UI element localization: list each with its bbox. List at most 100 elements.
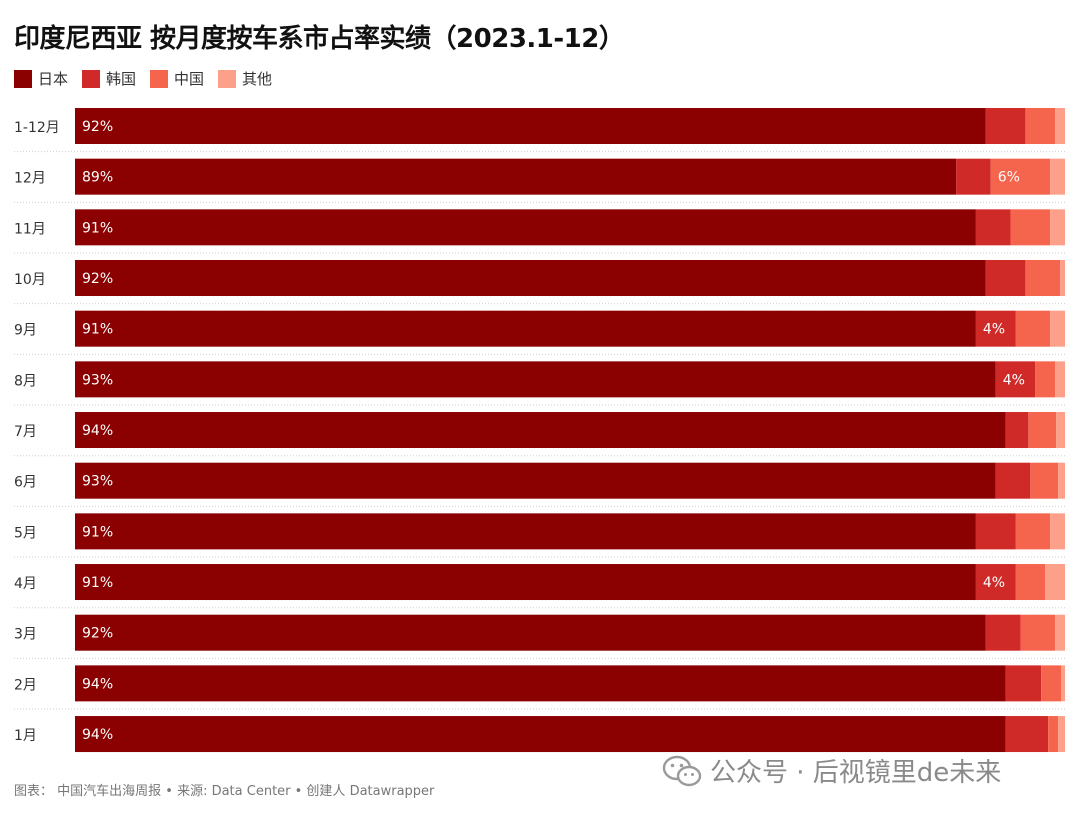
legend-swatch-japan: [14, 69, 32, 88]
bar-segment-korea: [975, 310, 1016, 347]
bar-segment-china: [1028, 412, 1057, 449]
legend-label-other: 其他: [242, 70, 273, 88]
category-label: 7月: [14, 424, 37, 440]
data-label: 91%: [82, 524, 113, 540]
bar-segment-japan: [75, 513, 976, 550]
bar-segment-other: [1055, 361, 1065, 398]
data-label: 94%: [82, 423, 113, 439]
legend-label-china: 中国: [174, 70, 205, 88]
data-label: 94%: [82, 727, 113, 743]
category-label: 12月: [14, 171, 46, 187]
data-label: 6%: [998, 170, 1020, 186]
legend-label-korea: 韩国: [106, 70, 137, 88]
data-label: 92%: [82, 119, 113, 135]
bar-segment-china: [1015, 513, 1051, 550]
category-label: 3月: [14, 627, 37, 643]
bar-segment-korea: [1005, 716, 1049, 753]
chart-title: 印度尼西亚 按月度按车系市占率实绩（2023.1-12）: [14, 24, 625, 54]
bar-segment-japan: [75, 260, 986, 297]
bar-segment-china: [1048, 716, 1059, 753]
bar-segment-other: [1060, 260, 1065, 297]
data-label: 91%: [82, 322, 113, 338]
bar-segment-japan: [75, 564, 976, 601]
bar-segment-other: [1055, 614, 1065, 651]
data-label: 91%: [82, 575, 113, 591]
bar-segment-other: [1058, 716, 1065, 753]
data-label: 93%: [82, 474, 113, 490]
category-label: 10月: [14, 272, 46, 288]
bar-segment-other: [1055, 108, 1065, 144]
bar-segment-china: [1015, 564, 1046, 601]
bar-segment-japan: [75, 614, 986, 651]
bar-segment-other: [1050, 513, 1065, 550]
bar-segment-korea: [975, 513, 1016, 550]
bar-segment-korea: [985, 614, 1021, 651]
legend-item-korea: 韩国: [82, 68, 136, 89]
chart-footer: 图表： 中国汽车出海周报 • 来源: Data Center • 创建人 Dat…: [14, 784, 435, 799]
bar-segment-japan: [75, 462, 996, 499]
legend-swatch-korea: [82, 69, 101, 88]
category-label: 1-12月: [14, 120, 60, 136]
data-label: 89%: [82, 170, 113, 186]
data-label: 4%: [1003, 372, 1025, 388]
bar-segment-korea: [975, 564, 1016, 601]
category-label: 1月: [14, 728, 37, 744]
bar-segment-korea: [975, 209, 1011, 246]
watermark: 公众号 · 后视镜里de未来: [662, 752, 1001, 789]
bar-segment-japan: [75, 158, 957, 195]
bar-segment-china: [1010, 209, 1051, 246]
bar-segment-china: [1020, 614, 1056, 651]
legend-swatch-other: [218, 69, 237, 88]
legend-item-japan: 日本: [14, 68, 68, 89]
category-label: 8月: [14, 373, 37, 389]
category-label: 4月: [14, 576, 37, 592]
bar-segment-other: [1050, 310, 1065, 347]
bar-segment-china: [990, 158, 1051, 195]
data-label: 94%: [82, 676, 113, 692]
bar-segment-korea: [956, 158, 991, 195]
bar-segment-japan: [75, 209, 976, 246]
chart-legend: 日本 韩国 中国 其他: [14, 68, 286, 89]
bar-segment-korea: [985, 108, 1026, 144]
bar-segment-china: [1035, 361, 1056, 398]
wechat-icon: [662, 755, 702, 786]
data-label: 91%: [82, 220, 113, 236]
category-label: 6月: [14, 475, 37, 491]
bar-segment-japan: [75, 665, 1006, 702]
bar-segment-china: [1025, 260, 1061, 297]
bar-segment-china: [1041, 665, 1062, 702]
data-label: 92%: [82, 271, 113, 287]
category-label: 11月: [14, 221, 46, 237]
bar-segment-other: [1061, 665, 1065, 702]
bar-segment-japan: [75, 361, 996, 398]
bar-segment-other: [1050, 209, 1065, 246]
bar-segment-japan: [75, 412, 1006, 449]
category-label: 9月: [14, 323, 37, 339]
bar-segment-other: [1058, 462, 1065, 499]
bar-segment-other: [1050, 158, 1065, 195]
category-label: 5月: [14, 525, 37, 541]
legend-item-other: 其他: [218, 68, 272, 89]
bar-segment-korea: [995, 361, 1036, 398]
bar-segment-other: [1045, 564, 1065, 601]
legend-label-japan: 日本: [38, 70, 69, 88]
bar-segment-korea: [995, 462, 1031, 499]
data-label: 4%: [983, 575, 1005, 591]
bar-segment-japan: [75, 310, 976, 347]
bar-segment-korea: [985, 260, 1026, 297]
bar-segment-china: [1025, 108, 1056, 144]
category-label: 2月: [14, 677, 37, 693]
bar-segment-korea: [1005, 665, 1042, 702]
bar-segment-japan: [75, 716, 1006, 753]
data-label: 93%: [82, 372, 113, 388]
watermark-text: 公众号 · 后视镜里de未来: [710, 758, 1002, 788]
legend-swatch-china: [150, 69, 169, 88]
bar-segment-china: [1015, 310, 1051, 347]
data-label: 4%: [983, 322, 1005, 338]
bar-segment-korea: [1005, 412, 1029, 449]
data-label: 92%: [82, 626, 113, 642]
bar-segment-other: [1056, 412, 1065, 449]
bar-segment-japan: [75, 108, 986, 144]
bar-segment-china: [1030, 462, 1059, 499]
